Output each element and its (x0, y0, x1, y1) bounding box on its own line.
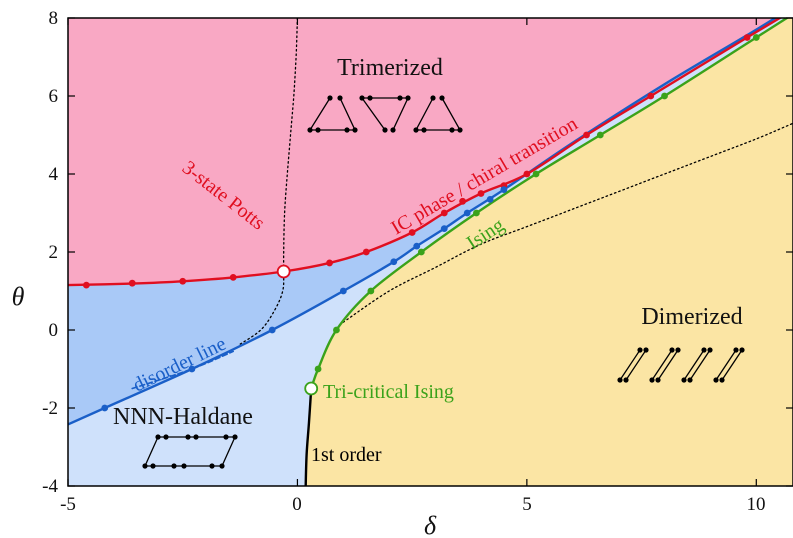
data-point (179, 277, 187, 285)
data-point (413, 242, 421, 250)
x-tick-label: 0 (292, 494, 302, 515)
curve-blue-transition (68, 18, 778, 426)
data-point (326, 259, 333, 267)
region-intermediate (68, 18, 780, 425)
data-point (459, 197, 467, 205)
dimer-glyph-3 (681, 347, 713, 383)
data-point (128, 279, 136, 287)
y-tick-label: 6 (49, 86, 59, 107)
data-point (314, 365, 322, 373)
dimer-glyph-2 (649, 347, 681, 383)
tci-point (304, 381, 319, 396)
data-point (596, 131, 604, 139)
first-order-label: 1st order (311, 444, 382, 466)
x-axis-label: δ (424, 511, 437, 538)
data-point (367, 287, 375, 295)
data-point (463, 209, 471, 217)
data-point (647, 92, 655, 100)
data-point (523, 170, 531, 178)
data-point (390, 258, 398, 266)
data-point (743, 34, 751, 41)
y-axis-label: θ (12, 282, 25, 311)
data-point (333, 326, 340, 334)
trimer-glyph-1 (307, 95, 358, 133)
data-point (339, 287, 347, 295)
y-tick-label: 4 (49, 164, 59, 185)
axis-ticks (67, 17, 793, 487)
curve-ising (310, 18, 790, 390)
data-point (532, 170, 540, 178)
curve-dotted-dimerized (342, 122, 793, 323)
trimerized-label: Trimerized (337, 55, 443, 81)
data-point (500, 186, 508, 194)
dimer-glyph-4 (713, 347, 745, 383)
data-point (417, 248, 425, 256)
data-point (440, 209, 448, 217)
y-tick-label: -4 (42, 476, 58, 497)
data-point (583, 131, 590, 139)
data-points (82, 34, 760, 412)
trimer-glyph-3 (413, 95, 463, 133)
tci-label: Tri-critical Ising (323, 381, 454, 403)
haldane-glyph (142, 434, 238, 469)
region-nnn-haldane (68, 18, 787, 486)
x-tick-label: -5 (60, 494, 76, 515)
y-tick-label: 0 (49, 320, 59, 341)
data-point (486, 195, 494, 203)
dimerized-label: Dimerized (641, 304, 742, 330)
lattice-glyphs (142, 95, 745, 469)
data-point (268, 326, 276, 334)
data-point (408, 229, 416, 236)
region-dimerized (305, 18, 793, 486)
trimer-glyph-2 (359, 95, 411, 133)
data-point (440, 225, 448, 233)
data-point (82, 281, 90, 289)
dimer-glyph-1 (617, 347, 649, 383)
x-tick-label: 5 (522, 494, 532, 515)
y-tick-label: -2 (42, 398, 58, 419)
y-tick-label: 8 (49, 8, 59, 29)
potts-point (276, 264, 291, 279)
y-tick-label: 2 (49, 242, 59, 263)
data-point (472, 209, 480, 217)
curve-dotted-potts (237, 18, 299, 347)
data-point (362, 248, 370, 256)
x-tick-label: 10 (747, 494, 766, 515)
data-point (477, 190, 485, 197)
region-trimerized (68, 18, 793, 286)
data-point (661, 92, 668, 100)
data-point (229, 273, 237, 281)
y-tick-labels: -4 -2 0 2 4 6 8 (42, 8, 58, 497)
curve-disorder-line (131, 350, 234, 390)
data-point (188, 365, 196, 373)
curve-1st-order (304, 387, 313, 486)
data-point (101, 404, 109, 412)
haldane-label: NNN-Haldane (113, 404, 253, 430)
data-point (752, 34, 760, 41)
x-tick-labels: -5 0 5 10 (60, 494, 765, 515)
